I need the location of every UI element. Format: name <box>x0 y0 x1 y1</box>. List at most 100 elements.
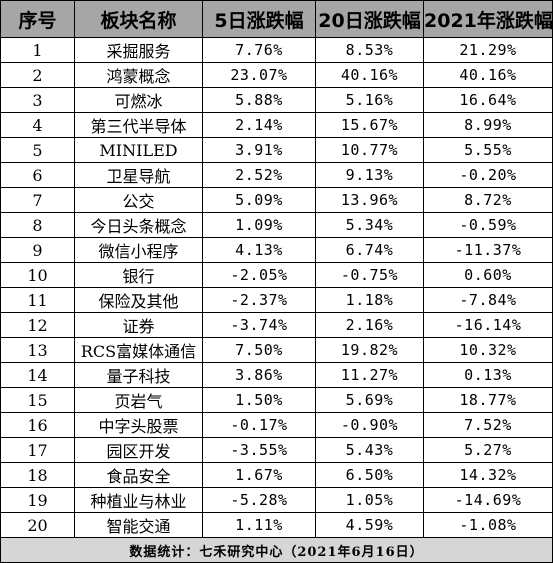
sector-name: 页岩气 <box>74 387 203 413</box>
sector-name: 公交 <box>74 187 203 213</box>
change-5day: 1.50% <box>202 387 316 413</box>
table-row: 16 中字头股票 -0.17% -0.90% 7.52% <box>0 412 553 438</box>
change-20day: 8.53% <box>315 37 424 63</box>
change-2021: 40.16% <box>423 62 553 88</box>
change-5day: 3.91% <box>202 137 316 163</box>
header-index: 序号 <box>0 0 75 38</box>
sector-name: 可燃冰 <box>74 87 203 113</box>
table-row: 3 可燃冰 5.88% 5.16% 16.64% <box>0 87 553 113</box>
change-5day: 5.09% <box>202 187 316 213</box>
header-2021-change: 2021年涨跌幅 <box>423 0 553 38</box>
change-20day: -0.75% <box>315 262 424 288</box>
sector-name: 微信小程序 <box>74 237 203 263</box>
table-row: 19 种植业与林业 -5.28% 1.05% -14.69% <box>0 487 553 513</box>
change-20day: 6.74% <box>315 237 424 263</box>
row-index: 16 <box>0 412 75 438</box>
change-2021: -11.37% <box>423 237 553 263</box>
change-2021: -0.59% <box>423 212 553 238</box>
sector-name: 种植业与林业 <box>74 487 203 513</box>
row-index: 10 <box>0 262 75 288</box>
sector-name: 园区开发 <box>74 437 203 463</box>
sector-name: 证券 <box>74 312 203 338</box>
row-index: 1 <box>0 37 75 63</box>
change-20day: 10.77% <box>315 137 424 163</box>
table-row: 5 MINILED 3.91% 10.77% 5.55% <box>0 137 553 163</box>
row-index: 7 <box>0 187 75 213</box>
change-2021: -7.84% <box>423 287 553 313</box>
table-row: 2 鸿蒙概念 23.07% 40.16% 40.16% <box>0 62 553 88</box>
change-5day: 3.86% <box>202 362 316 388</box>
change-20day: -0.90% <box>315 412 424 438</box>
change-2021: 0.60% <box>423 262 553 288</box>
change-2021: -16.14% <box>423 312 553 338</box>
change-20day: 13.96% <box>315 187 424 213</box>
header-row: 序号 板块名称 5日涨跌幅 20日涨跌幅 2021年涨跌幅 <box>0 0 553 38</box>
row-index: 4 <box>0 112 75 138</box>
table-row: 20 智能交通 1.11% 4.59% -1.08% <box>0 512 553 538</box>
table-header: 序号 板块名称 5日涨跌幅 20日涨跌幅 2021年涨跌幅 <box>0 0 553 38</box>
change-5day: -3.55% <box>202 437 316 463</box>
table-row: 14 量子科技 3.86% 11.27% 0.13% <box>0 362 553 388</box>
change-5day: 4.13% <box>202 237 316 263</box>
sector-name: RCS富媒体通信 <box>74 337 203 363</box>
row-index: 9 <box>0 237 75 263</box>
change-5day: 1.09% <box>202 212 316 238</box>
change-2021: 0.13% <box>423 362 553 388</box>
row-index: 5 <box>0 137 75 163</box>
change-5day: 1.67% <box>202 462 316 488</box>
change-5day: -2.05% <box>202 262 316 288</box>
change-20day: 40.16% <box>315 62 424 88</box>
change-5day: 7.50% <box>202 337 316 363</box>
change-5day: 23.07% <box>202 62 316 88</box>
footer-row: 数据统计：七禾研究中心（2021年6月16日） <box>0 537 553 563</box>
table-row: 8 今日头条概念 1.09% 5.34% -0.59% <box>0 212 553 238</box>
row-index: 12 <box>0 312 75 338</box>
row-index: 14 <box>0 362 75 388</box>
change-2021: 18.77% <box>423 387 553 413</box>
sector-name: 食品安全 <box>74 462 203 488</box>
change-2021: 10.32% <box>423 337 553 363</box>
change-20day: 15.67% <box>315 112 424 138</box>
header-sector-name: 板块名称 <box>74 0 203 38</box>
header-20day-change: 20日涨跌幅 <box>315 0 424 38</box>
table-row: 10 银行 -2.05% -0.75% 0.60% <box>0 262 553 288</box>
sector-name: 智能交通 <box>74 512 203 538</box>
row-index: 3 <box>0 87 75 113</box>
row-index: 20 <box>0 512 75 538</box>
change-2021: 8.99% <box>423 112 553 138</box>
row-index: 13 <box>0 337 75 363</box>
change-5day: -5.28% <box>202 487 316 513</box>
table-row: 1 采掘服务 7.76% 8.53% 21.29% <box>0 37 553 63</box>
change-20day: 5.69% <box>315 387 424 413</box>
change-5day: 7.76% <box>202 37 316 63</box>
change-20day: 1.05% <box>315 487 424 513</box>
table-row: 12 证券 -3.74% 2.16% -16.14% <box>0 312 553 338</box>
header-5day-change: 5日涨跌幅 <box>202 0 316 38</box>
change-2021: 8.72% <box>423 187 553 213</box>
change-20day: 2.16% <box>315 312 424 338</box>
sector-name: 今日头条概念 <box>74 212 203 238</box>
table-row: 18 食品安全 1.67% 6.50% 14.32% <box>0 462 553 488</box>
change-20day: 9.13% <box>315 162 424 188</box>
sector-name: 采掘服务 <box>74 37 203 63</box>
change-5day: 2.52% <box>202 162 316 188</box>
sector-name: 中字头股票 <box>74 412 203 438</box>
row-index: 19 <box>0 487 75 513</box>
change-2021: 5.27% <box>423 437 553 463</box>
table-footer: 数据统计：七禾研究中心（2021年6月16日） <box>0 537 553 563</box>
change-2021: 21.29% <box>423 37 553 63</box>
table-row: 11 保险及其他 -2.37% 1.18% -7.84% <box>0 287 553 313</box>
change-5day: 1.11% <box>202 512 316 538</box>
table-row: 7 公交 5.09% 13.96% 8.72% <box>0 187 553 213</box>
change-5day: -0.17% <box>202 412 316 438</box>
change-5day: -3.74% <box>202 312 316 338</box>
sector-name: 保险及其他 <box>74 287 203 313</box>
change-5day: 2.14% <box>202 112 316 138</box>
sector-name: 量子科技 <box>74 362 203 388</box>
sector-name: MINILED <box>74 137 203 163</box>
change-2021: 16.64% <box>423 87 553 113</box>
change-2021: 5.55% <box>423 137 553 163</box>
table-row: 13 RCS富媒体通信 7.50% 19.82% 10.32% <box>0 337 553 363</box>
